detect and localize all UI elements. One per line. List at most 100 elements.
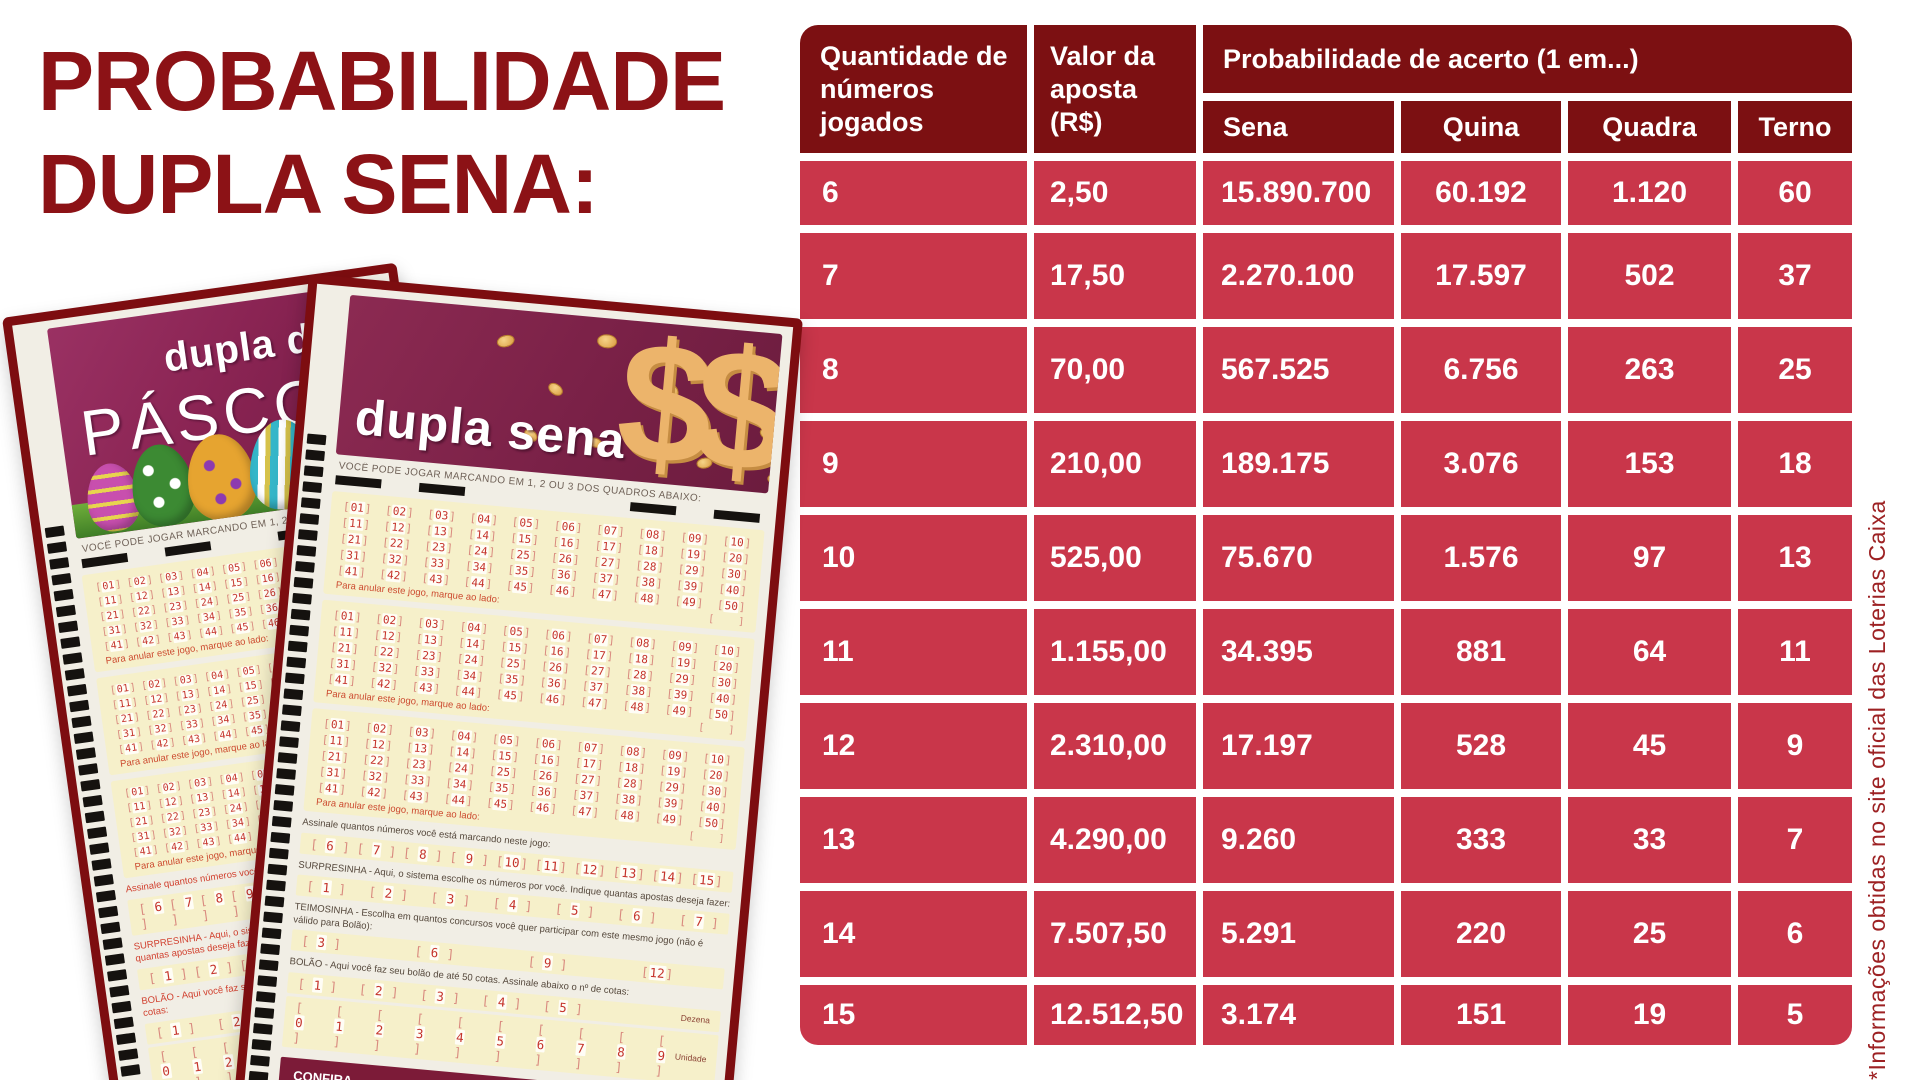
header-terno: Terno — [1738, 101, 1852, 153]
number-mark-cell: [48] — [612, 807, 642, 824]
table-cell-bet: 4.290,00 — [1034, 797, 1196, 883]
number-mark-cell: [48] — [632, 590, 662, 607]
option-mark-cell: [ 1 ] — [297, 975, 338, 994]
option-mark-cell: [15] — [689, 870, 724, 889]
table-cell-sena: 75.670 — [1203, 515, 1394, 601]
number-mark-cell: [45] — [495, 687, 526, 704]
table-cell-bet: 17,50 — [1034, 233, 1196, 319]
number-mark-cell: [41] — [326, 672, 357, 688]
option-mark-cell: [ 4 ] — [453, 1013, 466, 1060]
table-cell-quantity: 12 — [800, 703, 1027, 789]
option-mark-cell: [ 2 ] — [220, 1039, 235, 1080]
number-mark-cell: [44] — [463, 575, 493, 591]
number-mark-cell: [49] — [674, 594, 704, 611]
cancel-box: [ ] — [687, 830, 725, 845]
header-quina: Quina — [1401, 101, 1561, 153]
option-mark-cell: [ 7 ] — [356, 840, 397, 859]
table-cell-terno: 5 — [1738, 985, 1852, 1045]
option-mark-cell: [10] — [495, 852, 529, 871]
table-cell-quantity: 7 — [800, 233, 1027, 319]
option-mark-cell: [ 6 ] — [616, 906, 658, 926]
table-cell-quadra: 502 — [1568, 233, 1731, 319]
option-mark-cell: [ 4 ] — [492, 895, 534, 914]
table-cell-quadra: 263 — [1568, 327, 1731, 413]
option-mark-cell: [ 1 ] — [332, 1002, 345, 1049]
number-mark-cell: [44] — [453, 683, 483, 700]
source-footnote: *Informações obtidas no site oficial das… — [1864, 500, 1890, 1080]
table-cell-terno: 11 — [1738, 609, 1852, 695]
table-cell-terno: 9 — [1738, 703, 1852, 789]
ticket-title: dupla sena — [352, 388, 628, 470]
option-mark-cell: [ 6 ] — [414, 943, 455, 962]
table-cell-quina: 1.576 — [1401, 515, 1561, 601]
table-cell-bet: 2.310,00 — [1034, 703, 1196, 789]
option-mark-cell: [ 5 ] — [554, 900, 596, 920]
table-cell-terno: 13 — [1738, 515, 1852, 601]
number-mark-cell: [45] — [485, 796, 516, 812]
table-cell-quantity: 15 — [800, 985, 1027, 1045]
number-mark-cell: [45] — [505, 579, 536, 595]
table-cell-bet: 525,00 — [1034, 515, 1196, 601]
table-cell-quantity: 6 — [800, 161, 1027, 225]
table-cell-sena: 17.197 — [1203, 703, 1394, 789]
option-mark-cell: [ 9 ] — [527, 953, 569, 973]
table-cell-quina: 220 — [1401, 891, 1561, 977]
option-mark-cell: [ 5 ] — [493, 1017, 506, 1064]
table-cell-terno: 25 — [1738, 327, 1852, 413]
option-mark-cell: [ 0 ] — [158, 1047, 172, 1080]
option-mark-cell: [ 8 ] — [402, 844, 444, 863]
number-mark-cell: [42] — [359, 784, 389, 801]
header-quantity: Quantidade de números jogados — [800, 25, 1027, 153]
option-mark-cell: [ 3 ] — [300, 933, 342, 952]
table-cell-quina: 151 — [1401, 985, 1561, 1045]
table-cell-quina: 17.597 — [1401, 233, 1561, 319]
number-mark-cell: [42] — [378, 567, 409, 584]
table-cell-sena: 5.291 — [1203, 891, 1394, 977]
table-cell-quadra: 1.120 — [1568, 161, 1731, 225]
unidade-label: Unidade — [674, 1051, 707, 1065]
option-mark-cell: [13] — [612, 863, 646, 882]
option-mark-cell: [ 2 ] — [358, 981, 400, 1000]
table-cell-terno: 18 — [1738, 421, 1852, 507]
table-cell-bet: 12.512,50 — [1034, 985, 1196, 1045]
table-cell-sena: 34.395 — [1203, 609, 1394, 695]
option-mark-cell: [ 1 ] — [189, 1043, 203, 1080]
number-mark-cell: [47] — [570, 803, 600, 820]
table-cell-terno: 60 — [1738, 161, 1852, 225]
number-mark-cell: [46] — [527, 800, 558, 816]
option-mark-cell: [ 6 ] — [137, 897, 164, 932]
option-mark-cell: [ 2 ] — [372, 1006, 385, 1053]
header-sena: Sena — [1203, 101, 1394, 153]
number-mark-cell: [43] — [411, 680, 441, 696]
table-cell-quantity: 10 — [800, 515, 1027, 601]
table-cell-quadra: 153 — [1568, 421, 1731, 507]
option-mark-cell: [14] — [651, 867, 685, 885]
dezena-label: Dezena — [680, 1012, 711, 1026]
lottery-ticket-dupla-sena: $$ dupla sena VOCÊ PODE JOGAR MARCANDO E… — [216, 274, 803, 1080]
option-mark-cell: [ 8 ] — [614, 1028, 627, 1075]
table-cell-sena: 15.890.700 — [1203, 161, 1394, 225]
number-mark-cell: [48] — [622, 699, 652, 715]
option-mark-cell: [ 9 ] — [654, 1032, 667, 1078]
page-title: PROBABILIDADE DUPLA SENA: — [38, 30, 726, 236]
table-cell-quadra: 19 — [1568, 985, 1731, 1045]
option-mark-cell: [ 3 ] — [412, 1010, 426, 1056]
number-mark-cell: [41] — [316, 780, 347, 797]
table-cell-sena: 2.270.100 — [1203, 233, 1394, 319]
table-cell-terno: 7 — [1738, 797, 1852, 883]
page-title-line1: PROBABILIDADE — [38, 34, 726, 128]
option-mark-cell: [ 3 ] — [430, 889, 471, 909]
probability-table: Quantidade de números jogados Valor da a… — [800, 25, 1852, 1045]
table-cell-quantity: 14 — [800, 891, 1027, 977]
number-mark-cell: [41] — [336, 563, 367, 580]
table-cell-quina: 333 — [1401, 797, 1561, 883]
header-bet-value: Valor da aposta (R$) — [1034, 25, 1196, 153]
table-cell-bet: 210,00 — [1034, 421, 1196, 507]
table-cell-quina: 3.076 — [1401, 421, 1561, 507]
money-symbols: $$ — [610, 304, 780, 494]
option-mark-cell: [12] — [640, 964, 674, 982]
table-cell-sena: 3.174 — [1203, 985, 1394, 1045]
table-cell-quadra: 33 — [1568, 797, 1731, 883]
option-mark-cell: [11] — [534, 856, 568, 875]
